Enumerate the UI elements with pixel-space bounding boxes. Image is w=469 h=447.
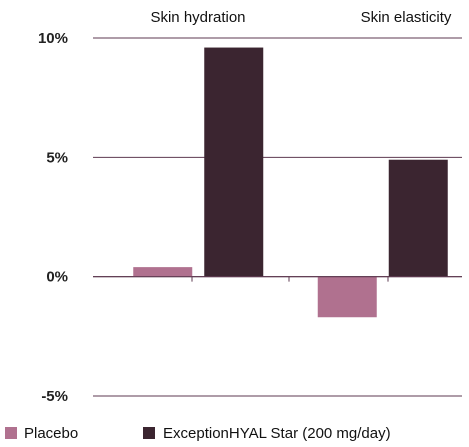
y-tick-label: 5% [46, 149, 68, 166]
legend-label: Placebo [24, 425, 78, 442]
bar-exceptionhyal-elasticity [388, 159, 448, 277]
category-label: Skin elasticity [361, 9, 452, 26]
legend-swatch [5, 427, 17, 439]
legend-label: ExceptionHYAL Star (200 mg/day) [163, 425, 391, 442]
y-tick-label: 10% [38, 30, 68, 47]
bar-placebo-elasticity [317, 276, 377, 318]
bar-placebo-hydration [133, 267, 193, 277]
x-axis [93, 276, 462, 282]
category-label: Skin hydration [150, 9, 245, 26]
legend-swatch [143, 427, 155, 439]
legend: Placebo ExceptionHYAL Star (200 mg/day) [5, 425, 391, 442]
y-tick-label: 0% [46, 269, 68, 286]
y-axis-ticks: 10% 5% 0% -5% [38, 30, 68, 405]
bars [133, 47, 448, 318]
bar-exceptionhyal-hydration [204, 47, 264, 277]
y-tick-label: -5% [41, 388, 68, 405]
category-labels: Skin hydration Skin elasticity [150, 9, 451, 26]
